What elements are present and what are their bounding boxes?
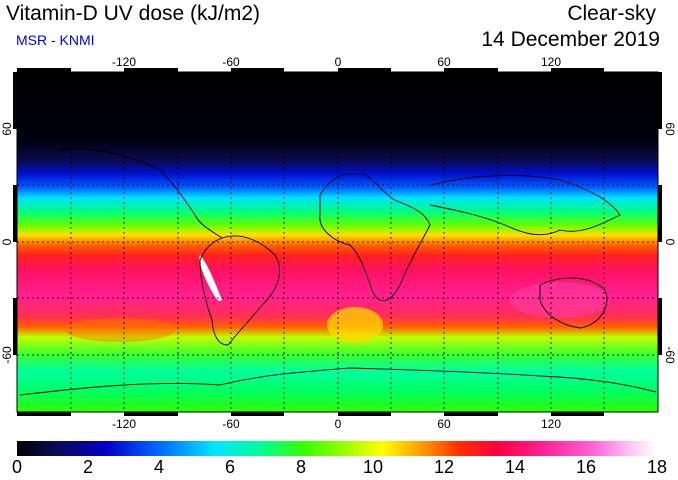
lon-tick-bottom-2: -60 [222, 417, 240, 431]
lon-tick-top-2: -60 [222, 55, 240, 69]
map-title: Vitamin-D UV dose (kJ/m2) [6, 2, 261, 25]
source-label: MSR - KNMI [16, 32, 95, 48]
lat-tick-left-3: -60 [0, 346, 14, 364]
pacific-area [65, 318, 175, 342]
date-label: 14 December 2019 [481, 28, 660, 51]
lon-tick-bottom-1: -120 [112, 417, 136, 431]
colorbar [17, 441, 657, 456]
lat-tick-right-2: 0 [663, 239, 677, 246]
colorbar-label-16: 16 [575, 457, 597, 477]
lat-tick-right-3: -60 [663, 346, 677, 364]
colorbar-label-0: 0 [11, 457, 22, 477]
lon-tick-bottom-3: 0 [335, 417, 342, 431]
colorbar-label-6: 6 [224, 457, 235, 477]
lat-tick-right-1: 60 [663, 122, 677, 136]
colorbar-label-18: 18 [646, 457, 668, 477]
andes-peak-area [199, 255, 222, 302]
colorbar-label-4: 4 [153, 457, 164, 477]
lon-tick-top-5: 120 [541, 55, 561, 69]
colorbar-label-10: 10 [362, 457, 384, 477]
lon-tick-top-1: -120 [112, 55, 136, 69]
lon-tick-top-4: 60 [437, 55, 451, 69]
lat-tick-left-1: 60 [0, 122, 14, 136]
colorbar-label-14: 14 [504, 457, 526, 477]
lon-tick-bottom-4: 60 [437, 417, 451, 431]
colorbar-label-12: 12 [433, 457, 455, 477]
colorbar-label-2: 2 [82, 457, 93, 477]
australia-area [510, 282, 610, 318]
graticule [17, 72, 658, 412]
sky-condition-label: Clear-sky [567, 2, 656, 25]
lon-tick-top-3: 0 [335, 55, 342, 69]
colorbar-label-8: 8 [295, 457, 306, 477]
atlantic-high-area [327, 307, 383, 343]
frame-bars [13, 68, 662, 416]
coastlines [19, 148, 657, 396]
lon-tick-bottom-5: 120 [541, 417, 561, 431]
lat-tick-left-2: 0 [0, 238, 14, 245]
